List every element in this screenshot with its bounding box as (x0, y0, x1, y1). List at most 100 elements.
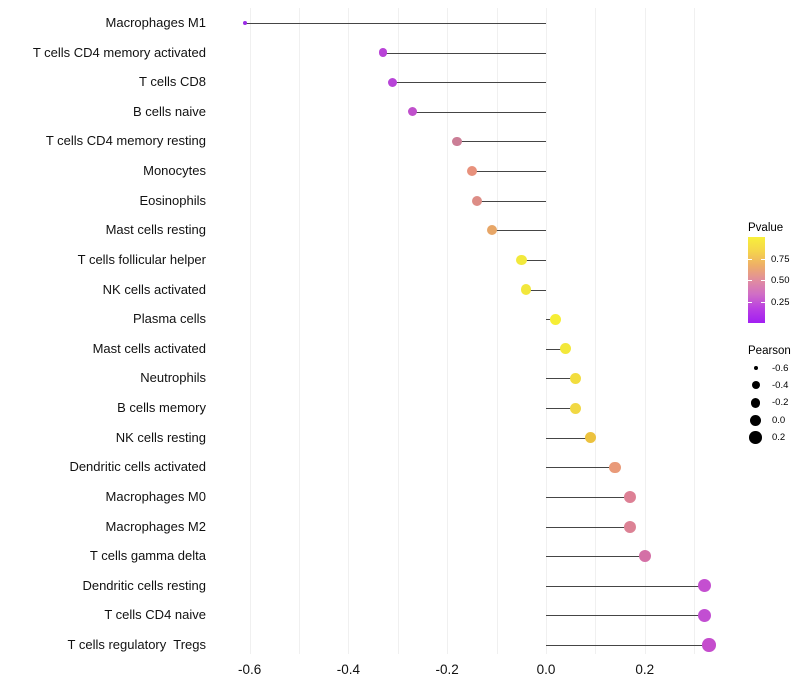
lollipop-segment (546, 408, 576, 410)
lollipop-dot (623, 490, 636, 503)
row-label: Eosinophils (139, 192, 207, 208)
colorbar-tick (761, 280, 765, 281)
lollipop-segment (521, 259, 546, 261)
lollipop-dot (486, 225, 497, 236)
gridline (496, 8, 498, 654)
pearson-legend-dot (749, 431, 762, 444)
lollipop-segment (412, 111, 546, 113)
lollipop-segment (546, 378, 576, 380)
lollipop-dot (584, 432, 596, 444)
lollipop-segment (546, 556, 645, 558)
lollipop-segment (476, 200, 546, 202)
lollipop-segment (546, 496, 630, 498)
lollipop-dot (388, 77, 398, 87)
lollipop-dot (702, 638, 716, 652)
row-label: T cells regulatory Tregs (67, 637, 206, 653)
row-label: Mast cells activated (92, 340, 206, 356)
row-label: T cells CD4 memory resting (45, 133, 206, 149)
row-label: Monocytes (143, 163, 206, 179)
gridline (397, 8, 399, 654)
lollipop-dot (623, 520, 636, 533)
lollipop-segment (526, 289, 546, 291)
lollipop-segment (546, 437, 591, 439)
pearson-legend-label: -0.2 (772, 397, 789, 409)
row-label: Mast cells resting (105, 222, 206, 238)
legend-pearson-title: Pearson (748, 345, 791, 357)
row-label: B cells naive (133, 103, 206, 119)
colorbar-tick (748, 258, 752, 260)
row-label: T cells CD4 memory activated (32, 44, 206, 60)
pearson-legend-dot (751, 381, 760, 390)
lollipop-dot (466, 166, 477, 177)
colorbar-tick (761, 258, 765, 260)
x-axis-tick-label: 0.2 (635, 662, 655, 677)
row-label: Neutrophils (140, 370, 206, 386)
gridline (447, 8, 449, 654)
lollipop-segment (491, 230, 546, 232)
colorbar-tick (748, 301, 752, 303)
lollipop-dot (570, 402, 582, 414)
row-label: Macrophages M1 (105, 15, 206, 30)
legend-pvalue-title: Pvalue (748, 222, 784, 234)
pearson-legend-label: 0.2 (772, 432, 786, 444)
gridline (348, 8, 350, 654)
lollipop-dot (550, 313, 562, 325)
lollipop-segment (457, 141, 546, 143)
lollipop-dot (638, 549, 652, 563)
x-axis-tick-label: -0.4 (336, 662, 361, 677)
colorbar-tick-label: 0.75 (771, 253, 790, 265)
lollipop-segment (244, 23, 546, 24)
lollipop-segment (392, 82, 546, 84)
pearson-legend-dot (753, 366, 758, 370)
lollipop-segment (471, 171, 546, 173)
lollipop-segment (546, 467, 616, 469)
row-label: NK cells resting (115, 429, 206, 445)
lollipop-dot (408, 107, 418, 117)
x-axis-tick-label: -0.2 (435, 662, 459, 677)
lollipop-dot (570, 372, 582, 384)
lollipop-dot (697, 608, 711, 622)
row-label: Macrophages M2 (105, 518, 206, 534)
colorbar-tick (761, 301, 765, 303)
lollipop-dot (516, 254, 527, 266)
gridline (694, 8, 696, 654)
lollipop-dot (378, 48, 388, 57)
row-label: Macrophages M0 (105, 488, 206, 504)
colorbar-tick-label: 0.50 (771, 275, 790, 286)
colorbar-tick-label: 0.25 (771, 296, 790, 308)
lollipop-dot (242, 21, 247, 25)
lollipop-dot (697, 579, 711, 593)
lollipop-dot (609, 461, 621, 474)
lollipop-dot (520, 284, 532, 295)
lollipop-segment (546, 585, 705, 587)
pearson-legend-label: 0.0 (772, 414, 786, 426)
gridline (546, 8, 547, 654)
lollipop-segment (546, 645, 710, 647)
row-label: Dendritic cells resting (82, 577, 206, 593)
row-label: NK cells activated (102, 281, 206, 297)
lollipop-segment (546, 615, 705, 617)
lollipop-dot (452, 136, 462, 147)
lollipop-segment (546, 526, 630, 528)
x-axis-tick-label: 0.0 (536, 662, 556, 677)
lollipop-dot (560, 343, 572, 355)
lollipop-segment (382, 52, 546, 54)
x-axis-tick-label: -0.6 (237, 662, 262, 677)
row-label: B cells memory (117, 400, 206, 416)
row-label: T cells CD4 naive (104, 607, 206, 623)
pearson-legend-label: -0.4 (772, 379, 789, 391)
row-label: T cells CD8 (139, 74, 206, 90)
row-label: T cells follicular helper (77, 251, 206, 267)
lollipop-dot (471, 195, 482, 206)
gridline (299, 8, 300, 654)
pearson-legend-dot (750, 414, 761, 426)
gridline (249, 8, 251, 654)
row-label: Plasma cells (133, 311, 206, 327)
row-label: Dendritic cells activated (69, 459, 206, 475)
colorbar-tick (748, 280, 752, 281)
gridline (595, 8, 597, 654)
pearson-legend-dot (750, 398, 761, 408)
lollipop-segment (546, 348, 566, 350)
pvalue-colorbar-gradient (748, 237, 765, 323)
